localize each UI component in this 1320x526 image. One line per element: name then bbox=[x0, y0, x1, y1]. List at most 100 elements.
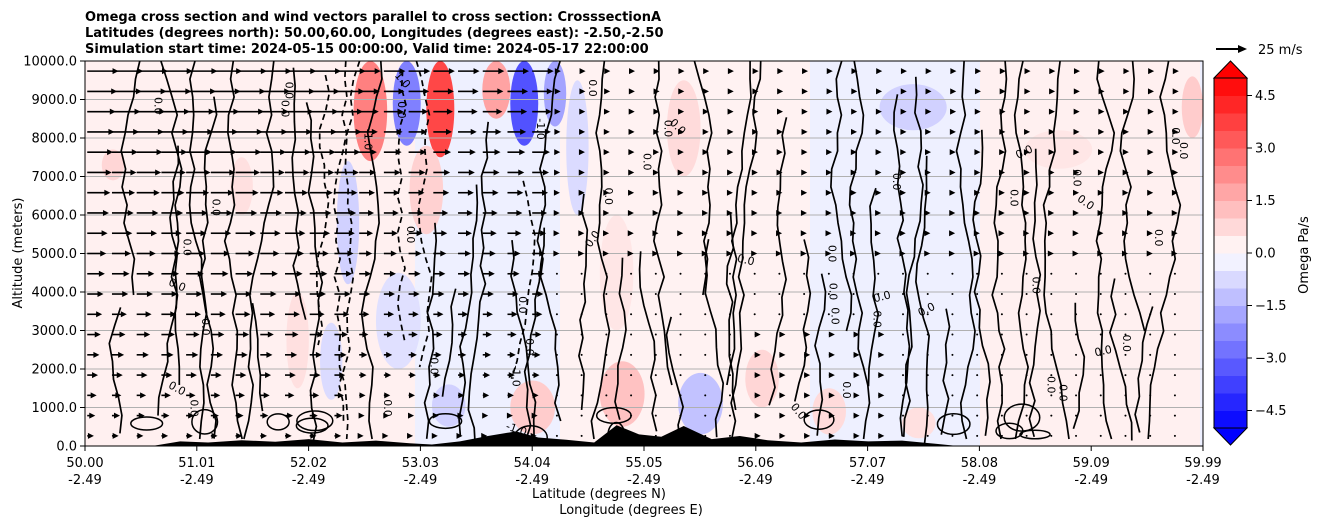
wind-vector bbox=[1050, 374, 1053, 377]
wind-vector-head bbox=[604, 68, 611, 75]
wind-vector-head bbox=[924, 250, 931, 257]
wind-vector-head bbox=[299, 230, 306, 237]
wind-vector-head bbox=[516, 209, 523, 216]
wind-vector-head bbox=[174, 250, 181, 257]
contour-line bbox=[458, 184, 479, 437]
wind-vector-head bbox=[777, 88, 784, 95]
wind-vector-head bbox=[470, 128, 477, 135]
wind-vector bbox=[654, 374, 657, 377]
wind-vector-head bbox=[152, 209, 159, 216]
wind-vector bbox=[1000, 374, 1003, 377]
wind-vector-head bbox=[140, 392, 147, 399]
wind-vector-head bbox=[141, 372, 148, 379]
wind-vector-head bbox=[825, 189, 832, 196]
wind-vector-head bbox=[244, 311, 251, 318]
wind-vector-head bbox=[330, 128, 337, 135]
wind-vector bbox=[926, 434, 929, 437]
wind-vector-head bbox=[653, 88, 660, 95]
wind-vector-head bbox=[554, 88, 561, 95]
wind-vector bbox=[630, 414, 633, 417]
wind-vector-head bbox=[341, 331, 348, 338]
wind-vector-head bbox=[1097, 230, 1104, 237]
wind-vector-head bbox=[554, 149, 561, 156]
wind-vector bbox=[902, 333, 905, 336]
wind-vector-head bbox=[751, 149, 758, 156]
wind-vector-head bbox=[851, 128, 858, 135]
wind-vector-head bbox=[200, 230, 207, 237]
wind-vector-head bbox=[485, 351, 492, 358]
wind-vector bbox=[704, 272, 707, 275]
wind-vector-head bbox=[801, 128, 808, 135]
wind-vector bbox=[679, 333, 682, 336]
colorbar-segment bbox=[1214, 218, 1247, 236]
wind-vector-head bbox=[486, 311, 493, 318]
contour-line bbox=[467, 121, 490, 446]
wind-vector-head bbox=[97, 291, 104, 298]
omega-cell-10 bbox=[879, 84, 947, 131]
wind-vector-head bbox=[497, 88, 504, 95]
wind-vector-head bbox=[363, 311, 370, 318]
wind-vector-head bbox=[1172, 108, 1179, 115]
wind-vector bbox=[605, 353, 608, 356]
wind-vector-head bbox=[137, 432, 144, 439]
wind-vector bbox=[630, 353, 633, 356]
wind-vector bbox=[926, 394, 929, 397]
wind-vector-head bbox=[207, 128, 214, 135]
wind-vector-head bbox=[389, 270, 396, 277]
wind-vector-head bbox=[168, 331, 175, 338]
wind-vector-head bbox=[148, 270, 155, 277]
wind-vector-head bbox=[328, 169, 335, 176]
wind-vector-head bbox=[469, 149, 476, 156]
wind-vector-head bbox=[177, 209, 184, 216]
omega-cell-18 bbox=[745, 349, 779, 408]
y-tick-label: 3000.0 bbox=[32, 324, 78, 339]
wind-vector-head bbox=[364, 291, 371, 298]
wind-vector-head bbox=[677, 149, 684, 156]
wind-vector-head bbox=[578, 149, 585, 156]
wind-vector bbox=[1000, 293, 1003, 296]
contour-line bbox=[638, 251, 658, 432]
wind-vector bbox=[1173, 414, 1176, 417]
wind-vector-head bbox=[350, 209, 357, 216]
wind-vector-head bbox=[459, 372, 466, 379]
wind-vector-head bbox=[1171, 189, 1178, 196]
wind-vector bbox=[926, 333, 929, 336]
wind-vector bbox=[1149, 353, 1152, 356]
wind-vector bbox=[679, 293, 682, 296]
colorbar-segment bbox=[1214, 165, 1247, 184]
colorbar-tick-label: 4.5 bbox=[1255, 89, 1276, 104]
colorbar-segment bbox=[1214, 410, 1247, 429]
wind-vector-head bbox=[925, 128, 932, 135]
wind-vector bbox=[1025, 374, 1028, 377]
wind-vector bbox=[1173, 293, 1176, 296]
wind-vector-head bbox=[1146, 230, 1153, 237]
wind-vector-head bbox=[447, 88, 454, 95]
contour-line bbox=[441, 288, 457, 397]
contour-line bbox=[1109, 278, 1133, 441]
wind-vector-head bbox=[89, 412, 96, 419]
wind-vector-head bbox=[146, 291, 153, 298]
wind-vector-head bbox=[727, 169, 734, 176]
wind-vector-head bbox=[1147, 189, 1154, 196]
contour-line bbox=[830, 61, 853, 332]
wind-vector bbox=[902, 394, 905, 397]
wind-vector bbox=[1124, 293, 1127, 296]
wind-vector-head bbox=[281, 128, 288, 135]
wind-vector-head bbox=[371, 128, 378, 135]
contour-line bbox=[1095, 61, 1116, 440]
contour-label: 0.0 bbox=[187, 399, 200, 417]
wind-vector-head bbox=[203, 189, 210, 196]
colorbar-tick-label: −3.0 bbox=[1255, 352, 1287, 367]
wind-vector-head bbox=[999, 88, 1006, 95]
wind-vector-head bbox=[850, 230, 857, 237]
wind-vector-head bbox=[164, 392, 171, 399]
wind-vector bbox=[1173, 313, 1176, 316]
wind-vector-head bbox=[448, 68, 455, 75]
wind-vector-head bbox=[924, 169, 931, 176]
x-tick-label-lon: -2.49 bbox=[739, 473, 773, 488]
wind-vector-head bbox=[129, 189, 136, 196]
wind-vector-head bbox=[413, 291, 420, 298]
wind-vector bbox=[1000, 272, 1003, 275]
wind-vector-head bbox=[876, 88, 883, 95]
wind-vector-head bbox=[878, 372, 885, 379]
